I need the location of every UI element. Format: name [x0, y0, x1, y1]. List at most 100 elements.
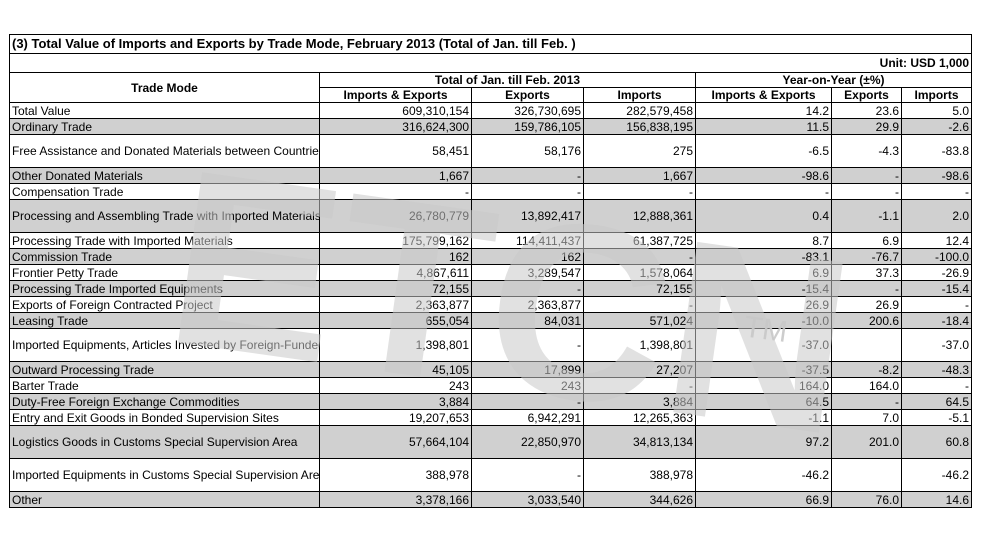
value-cell: 34,813,134: [583, 425, 696, 459]
value-cell: 1,667: [319, 167, 472, 184]
value-cell: 64.5: [900, 393, 973, 410]
table-row: Imported Equipments, Articles Invested b…: [9, 328, 973, 362]
table-row: Commission Trade 162 162- -83.1 -76.7 -100.0: [9, 248, 973, 265]
value-cell: 37.3: [831, 264, 902, 281]
value-cell: 1,578,064: [583, 264, 696, 281]
value-cell: -: [831, 280, 902, 297]
value-cell: 11.5: [695, 118, 832, 135]
value-cell: 14.2: [695, 102, 832, 119]
value-cell: 27,207: [583, 361, 696, 378]
value-cell: 7.0: [831, 409, 902, 426]
value-cell: 164.0: [695, 377, 832, 394]
value-cell: [831, 328, 902, 362]
column-header: Imports: [900, 87, 973, 103]
value-cell: 201.0: [831, 425, 902, 459]
column-header: Imports & Exports: [319, 87, 472, 103]
trade-mode-cell: Barter Trade: [9, 377, 320, 394]
value-cell: -: [471, 167, 584, 184]
value-cell: 76.0: [831, 491, 902, 508]
value-cell: 6,942,291: [471, 409, 584, 426]
value-cell: 6.9: [695, 264, 832, 281]
table-row: Logistics Goods in Customs Special Super…: [9, 425, 973, 459]
value-cell: 3,884: [319, 393, 472, 410]
trade-mode-cell: Total Value: [9, 102, 320, 119]
table-row: Exports of Foreign Contracted Project 2,3…: [9, 296, 973, 313]
trade-mode-cell: Frontier Petty Trade: [9, 264, 320, 281]
value-cell: 64.5: [695, 393, 832, 410]
value-cell: -98.6: [900, 167, 973, 184]
value-cell: 200.6: [831, 312, 902, 329]
value-cell: 175,799,162: [319, 232, 472, 249]
table-title: (3) Total Value of Imports and Exports b…: [8, 34, 973, 54]
value-cell: 3,289,547: [471, 264, 584, 281]
value-cell: -4.3: [831, 134, 902, 168]
value-cell: -: [831, 393, 902, 410]
value-cell: 6.9: [831, 232, 902, 249]
table-row: Other 3,378,166 3,033,540 344,626 66.9 76.0 14…: [9, 491, 973, 508]
value-cell: 388,978: [583, 458, 696, 492]
table-row: Processing and Assembling Trade with Imp…: [9, 199, 973, 233]
value-cell: 162: [319, 248, 472, 265]
value-cell: 2.0: [900, 199, 973, 233]
value-cell: 22,850,970: [471, 425, 584, 459]
value-cell: 159,786,105: [471, 118, 584, 135]
trade-mode-cell: Imported Equipments, Articles Invested b…: [9, 328, 320, 362]
value-cell: -100.0: [900, 248, 973, 265]
total-group-header: Total of Jan. till Feb. 2013: [319, 72, 696, 88]
value-cell: -5.1: [900, 409, 973, 426]
value-cell: 97.2: [695, 425, 832, 459]
value-cell: 0.4: [695, 199, 832, 233]
value-cell: 4,867,611: [319, 264, 472, 281]
value-cell: 60.8: [900, 425, 973, 459]
trade-mode-cell: Processing and Assembling Trade with Imp…: [9, 199, 320, 233]
value-cell: 12,265,363: [583, 409, 696, 426]
value-cell: 282,579,458: [583, 102, 696, 119]
trade-mode-cell: Ordinary Trade: [9, 118, 320, 135]
value-cell: 12.4: [900, 232, 973, 249]
value-cell: 23.6: [831, 102, 902, 119]
value-cell: -: [583, 296, 696, 313]
value-cell: -8.2: [831, 361, 902, 378]
value-cell: 29.9: [831, 118, 902, 135]
trade-mode-cell: Exports of Foreign Contracted Project: [9, 296, 320, 313]
value-cell: -: [471, 458, 584, 492]
table-row: Other Donated Materials 1,667-1,667 -98.6-…: [9, 167, 973, 184]
value-cell: -: [695, 183, 832, 200]
value-cell: 2,363,877: [471, 296, 584, 313]
table-row: Processing Trade with Imported Materials…: [9, 232, 973, 249]
value-cell: -98.6: [695, 167, 832, 184]
value-cell: 388,978: [319, 458, 472, 492]
value-cell: 84,031: [471, 312, 584, 329]
value-cell: -: [471, 183, 584, 200]
value-cell: 61,387,725: [583, 232, 696, 249]
value-cell: 14.6: [900, 491, 973, 508]
trade-mode-cell: Duty-Free Foreign Exchange Commodities: [9, 393, 320, 410]
value-cell: 275: [583, 134, 696, 168]
value-cell: -76.7: [831, 248, 902, 265]
value-cell: 1,667: [583, 167, 696, 184]
trade-mode-cell: Other Donated Materials: [9, 167, 320, 184]
value-cell: 45,105: [319, 361, 472, 378]
value-cell: -: [471, 328, 584, 362]
table-row: Duty-Free Foreign Exchange Commodities 3,…: [9, 393, 973, 410]
value-cell: 243: [471, 377, 584, 394]
trade-mode-cell: Leasing Trade: [9, 312, 320, 329]
value-cell: 326,730,695: [471, 102, 584, 119]
trade-mode-cell: Compensation Trade: [9, 183, 320, 200]
table-row: Frontier Petty Trade 4,867,611 3,289,547 1,…: [9, 264, 973, 281]
column-header: Imports: [583, 87, 696, 103]
value-cell: 8.7: [695, 232, 832, 249]
value-cell: 114,411,437: [471, 232, 584, 249]
trade-mode-cell: Processing Trade Imported Equipments: [9, 280, 320, 297]
trade-mode-cell: Logistics Goods in Customs Special Super…: [9, 425, 320, 459]
table-row: Compensation Trade - - - - - -: [9, 183, 973, 200]
value-cell: 3,033,540: [471, 491, 584, 508]
value-cell: -: [900, 296, 973, 313]
value-cell: -48.3: [900, 361, 973, 378]
table-row: Entry and Exit Goods in Bonded Supervisi…: [9, 409, 973, 426]
value-cell: 164.0: [831, 377, 902, 394]
value-cell: -: [900, 183, 973, 200]
table-row: Barter Trade 243 243-164.0 164.0-: [9, 377, 973, 394]
value-cell: -10.0: [695, 312, 832, 329]
value-cell: -37.5: [695, 361, 832, 378]
